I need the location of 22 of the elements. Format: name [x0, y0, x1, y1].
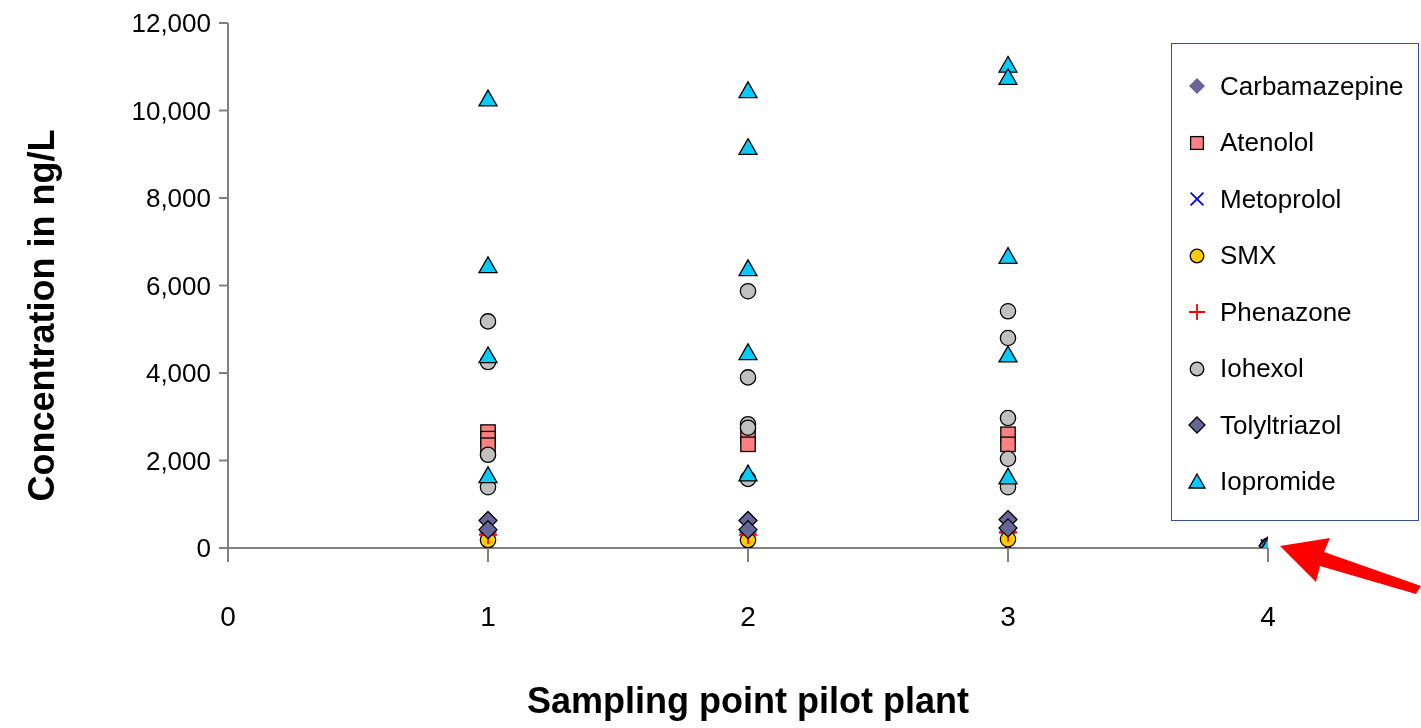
y-tick-label: 6,000	[145, 270, 211, 301]
legend-label: Tolyltriazol	[1220, 409, 1342, 441]
legend-label: Metoprolol	[1220, 183, 1342, 215]
x-tick-label: 2	[740, 601, 756, 632]
y-axis-title: Concentration in ng/L	[21, 129, 62, 502]
y-tick-label: 12,000	[131, 8, 211, 38]
y-tick-label: 0	[196, 533, 211, 563]
x-tick-label: 4	[1260, 601, 1276, 632]
y-tick-label: 4,000	[145, 358, 211, 388]
y-tick-label: 8,000	[145, 183, 211, 213]
legend-label: Iohexol	[1220, 353, 1304, 385]
x-tick-label: 3	[1000, 601, 1016, 632]
y-tick-label: 10,000	[131, 95, 211, 126]
legend-label: SMX	[1220, 240, 1277, 272]
x-axis-title: Sampling point pilot plant	[527, 680, 969, 721]
legend-label: Iopromide	[1220, 466, 1336, 498]
legend-label: Phenazone	[1220, 296, 1352, 328]
x-tick-label: 1	[480, 601, 496, 632]
legend-label: Carbamazepine	[1220, 70, 1404, 102]
y-tick-label: 2,000	[145, 445, 211, 476]
legend-label: Atenolol	[1220, 127, 1314, 159]
x-tick-label: 0	[220, 601, 236, 632]
